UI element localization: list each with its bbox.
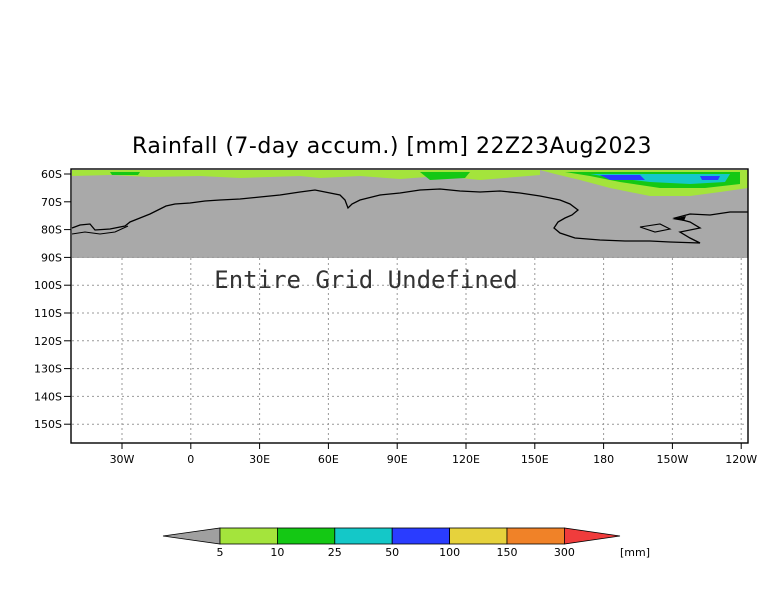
colorbar-label: 50: [385, 546, 399, 559]
undefined-message: Entire Grid Undefined: [214, 266, 517, 294]
plot-frame: [70, 168, 749, 444]
colorbar-label: 10: [270, 546, 284, 559]
y-tick-label: 70S: [41, 196, 62, 209]
x-tick-label: 120E: [452, 453, 480, 466]
x-tick-label: 0: [187, 453, 194, 466]
x-tick-label: 120W: [725, 453, 757, 466]
colorbar-unit: [mm]: [620, 546, 650, 559]
y-tick-label: 60S: [41, 168, 62, 181]
x-tick-label: 30E: [249, 453, 270, 466]
colorbar-box: [219, 527, 278, 545]
x-tick-label: 180: [593, 453, 614, 466]
y-tick-label: 80S: [41, 224, 62, 237]
colorbar-label: 5: [217, 546, 224, 559]
colorbar-label: 25: [328, 546, 342, 559]
rainfall-field: [72, 170, 748, 196]
grid-lines: [72, 256, 747, 442]
y-tick-label: 140S: [34, 390, 62, 403]
colorbar-max-arrow: [564, 527, 621, 545]
colorbar-min-arrow: [162, 527, 221, 545]
x-tick-label: 150E: [521, 453, 549, 466]
colorbar-box: [334, 527, 393, 545]
coast-island: [639, 223, 672, 233]
x-tick-label: 150W: [656, 453, 688, 466]
x-tick-label: 30W: [110, 453, 135, 466]
y-tick-label: 130S: [34, 363, 62, 376]
y-tick-label: 100S: [34, 279, 62, 292]
colorbar-label: 150: [497, 546, 518, 559]
colorbar-box: [506, 527, 565, 545]
colorbar-label: 100: [439, 546, 460, 559]
y-tick-label: 120S: [34, 335, 62, 348]
ice-shelf-fill: [672, 216, 686, 221]
y-tick-label: 90S: [41, 251, 62, 264]
colorbar-box: [276, 527, 336, 545]
colorbar-box: [391, 527, 451, 545]
map-title: Rainfall (7-day accum.) [mm] 22Z23Aug202…: [132, 134, 652, 159]
x-axis: 30W 0 30E 60E 90E 120E 150E 180 150W 120W: [110, 443, 757, 466]
x-tick-label: 90E: [387, 453, 408, 466]
x-tick-label: 60E: [318, 453, 339, 466]
colorbar-box: [449, 527, 508, 545]
coastline: [71, 188, 748, 244]
y-tick-label: 110S: [34, 307, 62, 320]
colorbar-label: 300: [554, 546, 575, 559]
y-tick-label: 150S: [34, 418, 62, 431]
y-axis: 60S 70S 80S 90S 100S 110S 120S 130S 140S 150S: [34, 168, 71, 431]
coast-peninsula: [71, 225, 129, 235]
